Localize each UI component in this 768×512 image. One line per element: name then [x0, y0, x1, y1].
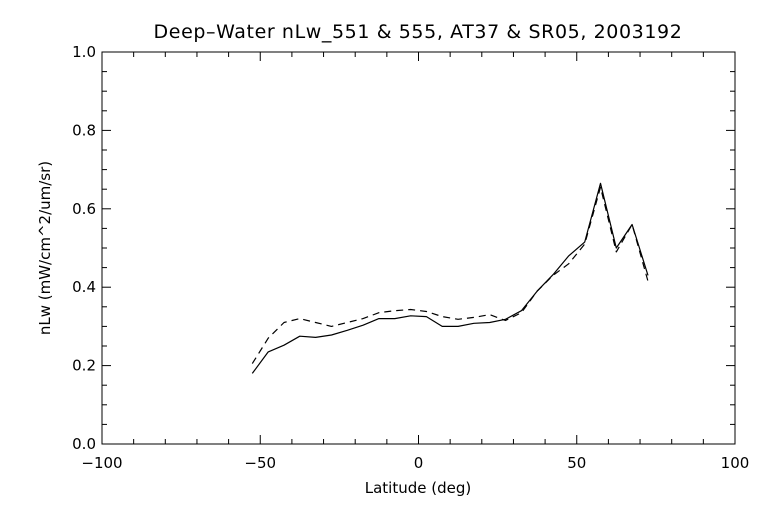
dashed-series-line: [251, 186, 649, 364]
y-axis-label: nLw (mW/cm^2/um/sr): [36, 161, 54, 335]
y-tick-label: 0.6: [72, 200, 96, 218]
x-tick-label: −100: [81, 454, 122, 472]
y-tick-label: 1.0: [72, 43, 96, 61]
y-tick-label: 0.4: [72, 278, 96, 296]
y-axis: 0.0 0.2 0.4 0.6 0.8 1.0: [72, 43, 735, 453]
y-tick-label: 0.0: [72, 435, 96, 453]
x-tick-label: 50: [567, 454, 586, 472]
x-tick-label: 100: [721, 454, 750, 472]
y-tick-label: 0.2: [72, 357, 96, 375]
x-axis-label: Latitude (deg): [365, 479, 471, 497]
x-axis: −100 −50 0 50 100: [81, 52, 749, 472]
x-tick-label: 0: [414, 454, 424, 472]
solid-series-line: [251, 182, 649, 374]
series-layer: [251, 182, 649, 374]
chart-title: Deep–Water nLw_551 & 555, AT37 & SR05, 2…: [154, 21, 683, 43]
y-tick-label: 0.8: [72, 121, 96, 139]
x-tick-label: −50: [244, 454, 276, 472]
